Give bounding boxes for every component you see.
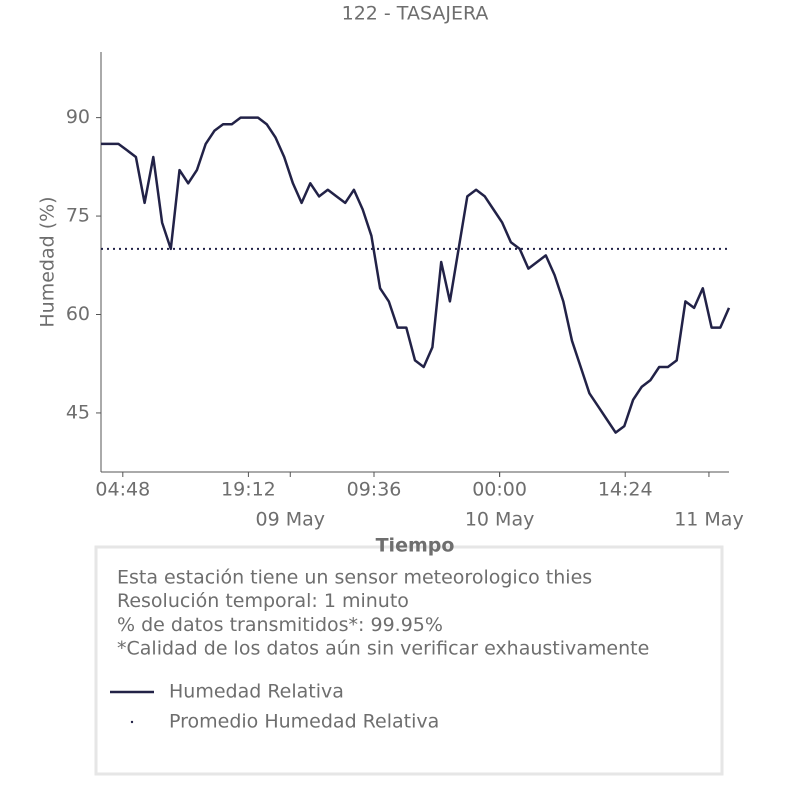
x-axis-label: Tiempo — [376, 535, 455, 557]
x-tick-label: 14:24 — [598, 479, 653, 501]
y-tick-label: 75 — [66, 205, 90, 227]
humidity-line — [101, 116, 731, 434]
x-tick-label: 09:36 — [347, 479, 402, 501]
legend-label: Humedad Relativa — [169, 681, 344, 703]
info-text: Resolución temporal: 1 minuto — [117, 590, 409, 612]
x-day-label: 10 May — [465, 509, 535, 531]
y-tick-label: 60 — [66, 303, 90, 325]
y-axis-label: Humedad (%) — [37, 196, 59, 327]
legend-dot — [130, 720, 134, 724]
x-day-label: 11 May — [674, 509, 744, 531]
legend-label: Promedio Humedad Relativa — [169, 711, 439, 733]
info-text: *Calidad de los datos aún sin verificar … — [117, 638, 649, 660]
y-tick-label: 90 — [66, 106, 90, 128]
x-tick-label: 04:48 — [95, 479, 150, 501]
info-text: Esta estación tiene un sensor meteorolog… — [117, 567, 592, 589]
y-tick-label: 45 — [66, 401, 90, 423]
x-day-label: 09 May — [256, 509, 326, 531]
info-text: % de datos transmitidos*: 99.95% — [117, 614, 443, 636]
x-tick-label: 00:00 — [472, 479, 527, 501]
chart-title: 122 - TASAJERA — [342, 3, 489, 25]
x-tick-label: 19:12 — [221, 479, 276, 501]
info-box — [94, 545, 724, 776]
